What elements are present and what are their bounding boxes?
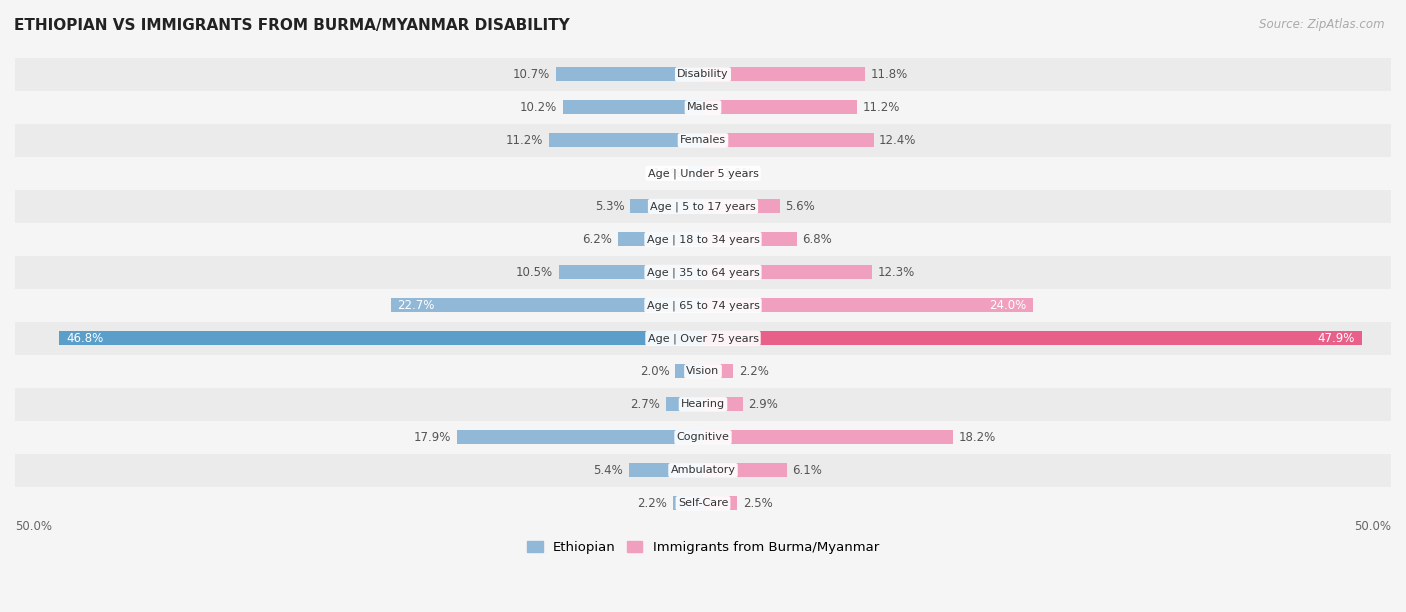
Text: Age | Over 75 years: Age | Over 75 years <box>648 333 758 343</box>
Legend: Ethiopian, Immigrants from Burma/Myanmar: Ethiopian, Immigrants from Burma/Myanmar <box>522 536 884 559</box>
Text: Source: ZipAtlas.com: Source: ZipAtlas.com <box>1260 18 1385 31</box>
Text: 10.5%: 10.5% <box>516 266 553 279</box>
Bar <box>666 397 703 411</box>
Bar <box>15 223 1391 256</box>
Bar <box>15 256 1391 289</box>
Text: ETHIOPIAN VS IMMIGRANTS FROM BURMA/MYANMAR DISABILITY: ETHIOPIAN VS IMMIGRANTS FROM BURMA/MYANM… <box>14 18 569 34</box>
Text: 11.2%: 11.2% <box>506 134 543 147</box>
Text: Age | 65 to 74 years: Age | 65 to 74 years <box>647 300 759 310</box>
Bar <box>703 430 953 444</box>
Text: 2.5%: 2.5% <box>742 497 773 510</box>
Bar <box>703 233 797 246</box>
Bar <box>672 496 703 510</box>
Bar <box>59 331 703 345</box>
Bar <box>703 100 858 114</box>
Bar <box>630 200 703 213</box>
Bar <box>703 331 1362 345</box>
Text: 5.6%: 5.6% <box>786 200 815 213</box>
Bar <box>703 266 872 279</box>
Text: Age | 5 to 17 years: Age | 5 to 17 years <box>650 201 756 212</box>
Text: 2.7%: 2.7% <box>630 398 661 411</box>
Text: 11.8%: 11.8% <box>870 68 908 81</box>
Bar <box>15 453 1391 487</box>
Text: 6.8%: 6.8% <box>801 233 832 246</box>
Bar <box>703 397 742 411</box>
Bar <box>558 266 703 279</box>
Text: 2.0%: 2.0% <box>640 365 671 378</box>
Bar <box>703 133 873 147</box>
Text: Vision: Vision <box>686 366 720 376</box>
Text: 10.2%: 10.2% <box>520 101 557 114</box>
Text: Cognitive: Cognitive <box>676 432 730 442</box>
Text: 24.0%: 24.0% <box>988 299 1026 312</box>
Text: 1.1%: 1.1% <box>652 167 682 180</box>
Bar <box>628 463 703 477</box>
Bar <box>15 487 1391 520</box>
Bar <box>15 388 1391 421</box>
Bar <box>703 364 734 378</box>
Bar <box>15 355 1391 388</box>
Text: Age | 18 to 34 years: Age | 18 to 34 years <box>647 234 759 245</box>
Bar <box>15 157 1391 190</box>
Bar <box>703 200 780 213</box>
Text: 50.0%: 50.0% <box>15 520 52 533</box>
Text: 10.7%: 10.7% <box>513 68 550 81</box>
Text: 1.1%: 1.1% <box>724 167 754 180</box>
Text: Age | 35 to 64 years: Age | 35 to 64 years <box>647 267 759 278</box>
Text: 22.7%: 22.7% <box>398 299 434 312</box>
Text: 46.8%: 46.8% <box>66 332 103 345</box>
Bar <box>703 67 865 81</box>
Text: 5.3%: 5.3% <box>595 200 624 213</box>
Bar <box>675 364 703 378</box>
Bar <box>703 166 718 181</box>
Bar <box>562 100 703 114</box>
Bar <box>15 421 1391 453</box>
Text: 2.2%: 2.2% <box>738 365 769 378</box>
Text: 12.4%: 12.4% <box>879 134 917 147</box>
Bar <box>15 289 1391 322</box>
Text: Self-Care: Self-Care <box>678 498 728 508</box>
Text: 11.2%: 11.2% <box>863 101 900 114</box>
Text: 12.3%: 12.3% <box>877 266 915 279</box>
Bar <box>617 233 703 246</box>
Bar <box>703 299 1033 312</box>
Text: Females: Females <box>681 135 725 145</box>
Text: Males: Males <box>688 102 718 113</box>
Text: 47.9%: 47.9% <box>1317 332 1355 345</box>
Bar <box>15 58 1391 91</box>
Bar <box>15 124 1391 157</box>
Bar <box>703 463 787 477</box>
Text: 6.2%: 6.2% <box>582 233 612 246</box>
Bar <box>15 91 1391 124</box>
Bar <box>15 322 1391 355</box>
Text: 17.9%: 17.9% <box>413 431 451 444</box>
Bar <box>703 496 737 510</box>
Text: 2.2%: 2.2% <box>637 497 668 510</box>
Text: 50.0%: 50.0% <box>1354 520 1391 533</box>
Bar <box>688 166 703 181</box>
Bar <box>548 133 703 147</box>
Text: Ambulatory: Ambulatory <box>671 465 735 476</box>
Bar <box>15 190 1391 223</box>
Text: 6.1%: 6.1% <box>793 464 823 477</box>
Text: Disability: Disability <box>678 69 728 80</box>
Text: Hearing: Hearing <box>681 399 725 409</box>
Text: 5.4%: 5.4% <box>593 464 623 477</box>
Bar <box>457 430 703 444</box>
Text: Age | Under 5 years: Age | Under 5 years <box>648 168 758 179</box>
Bar <box>555 67 703 81</box>
Bar <box>391 299 703 312</box>
Text: 18.2%: 18.2% <box>959 431 997 444</box>
Text: 2.9%: 2.9% <box>748 398 779 411</box>
